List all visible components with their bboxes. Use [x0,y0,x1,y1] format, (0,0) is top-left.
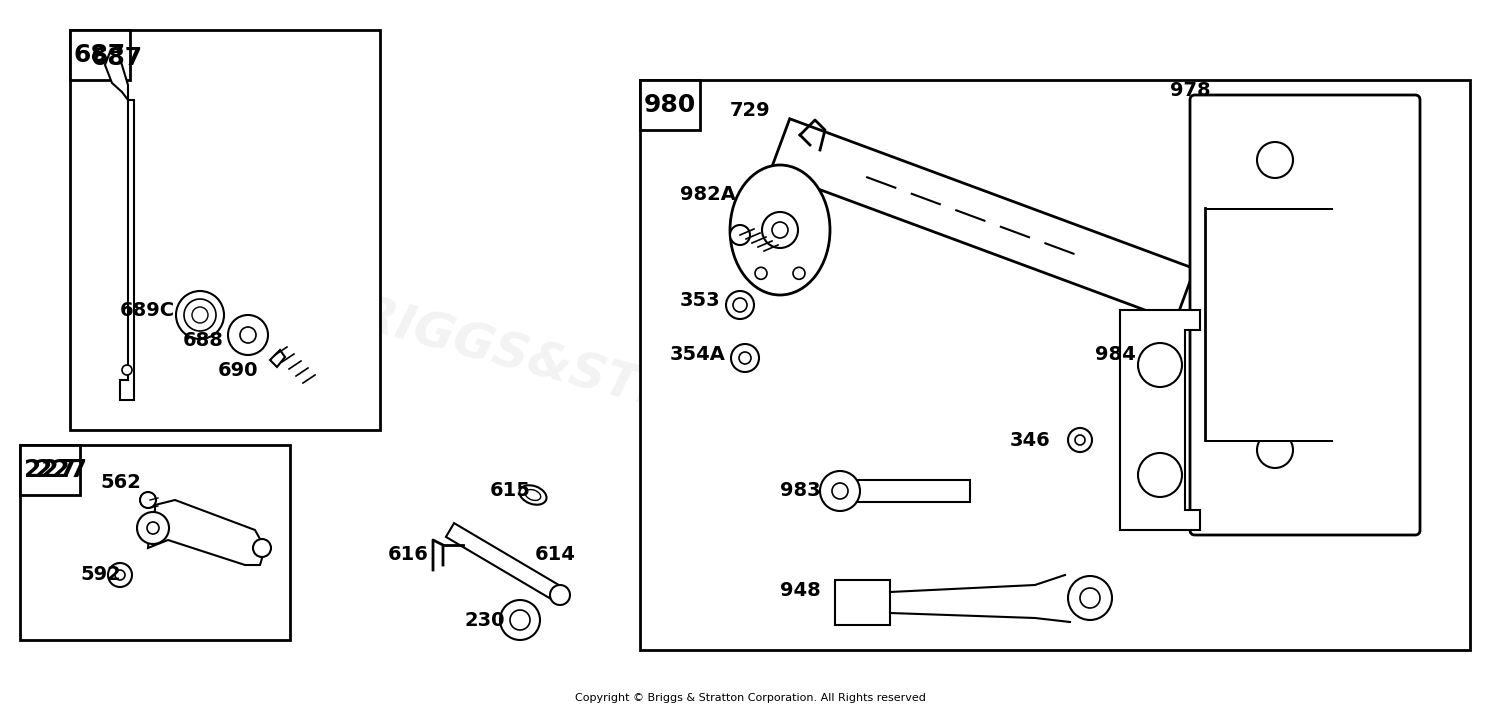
Circle shape [116,570,124,580]
Circle shape [833,483,848,499]
Ellipse shape [730,165,830,295]
Circle shape [1138,453,1182,497]
Circle shape [192,307,208,323]
Circle shape [122,365,132,375]
Circle shape [550,585,570,605]
Text: 948: 948 [780,581,820,599]
Circle shape [500,600,540,640]
Bar [20,445,290,640]
Text: 689C: 689C [120,300,176,320]
Bar [840,480,970,502]
Ellipse shape [525,490,540,501]
Circle shape [740,352,752,364]
Text: 690: 690 [217,361,258,380]
Circle shape [254,539,272,557]
Text: 980: 980 [644,93,696,117]
Circle shape [730,225,750,245]
Text: 353: 353 [680,290,720,310]
Circle shape [726,291,754,319]
Circle shape [762,212,798,248]
Circle shape [240,327,256,343]
Circle shape [140,492,156,508]
Polygon shape [446,523,564,602]
Ellipse shape [519,485,546,505]
Bar [640,80,1470,650]
Bar [640,80,700,130]
Circle shape [734,298,747,312]
Bar [1204,210,1335,440]
Circle shape [108,563,132,587]
Polygon shape [771,119,1194,321]
Circle shape [136,512,170,544]
Text: 227: 227 [24,458,76,482]
Text: Copyright © Briggs & Stratton Corporation. All Rights reserved: Copyright © Briggs & Stratton Corporatio… [574,693,926,703]
Polygon shape [120,100,134,400]
Polygon shape [1120,310,1200,530]
Text: 982A: 982A [680,185,736,204]
Bar [836,580,890,625]
Circle shape [1138,343,1182,387]
Circle shape [1076,435,1084,445]
Bar [1204,440,1334,442]
Circle shape [754,267,766,279]
Bar [1204,208,1334,210]
Text: 562: 562 [100,472,141,491]
Text: 592: 592 [80,565,120,584]
Circle shape [821,471,860,511]
Text: 729: 729 [730,101,771,119]
Circle shape [1068,428,1092,452]
Text: 687: 687 [74,43,126,67]
Text: 354A: 354A [670,346,726,364]
Text: 984: 984 [1095,346,1136,364]
Circle shape [147,522,159,534]
Text: 614: 614 [536,545,576,564]
Circle shape [772,222,788,238]
FancyBboxPatch shape [1190,95,1420,535]
Text: 983: 983 [780,481,820,500]
Text: 616: 616 [388,545,429,564]
Bar [70,30,380,430]
Polygon shape [148,500,266,565]
Text: BRIGGS&STRATTO: BRIGGS&STRATTO [316,280,824,459]
Circle shape [184,299,216,331]
Text: 687: 687 [90,46,142,70]
Polygon shape [270,350,285,367]
Bar [20,445,80,495]
Circle shape [794,267,806,279]
Bar [70,30,130,80]
Text: 978: 978 [1170,80,1210,99]
Circle shape [1257,142,1293,178]
Polygon shape [105,52,128,100]
Circle shape [510,610,530,630]
Text: 346: 346 [1010,430,1050,449]
Text: 227: 227 [34,458,87,482]
Text: 230: 230 [465,611,506,630]
Circle shape [228,315,268,355]
Circle shape [1080,588,1100,608]
Text: 688: 688 [183,330,224,349]
Circle shape [730,344,759,372]
Text: 615: 615 [490,481,531,500]
Circle shape [176,291,223,339]
Circle shape [1257,432,1293,468]
Circle shape [1068,576,1112,620]
